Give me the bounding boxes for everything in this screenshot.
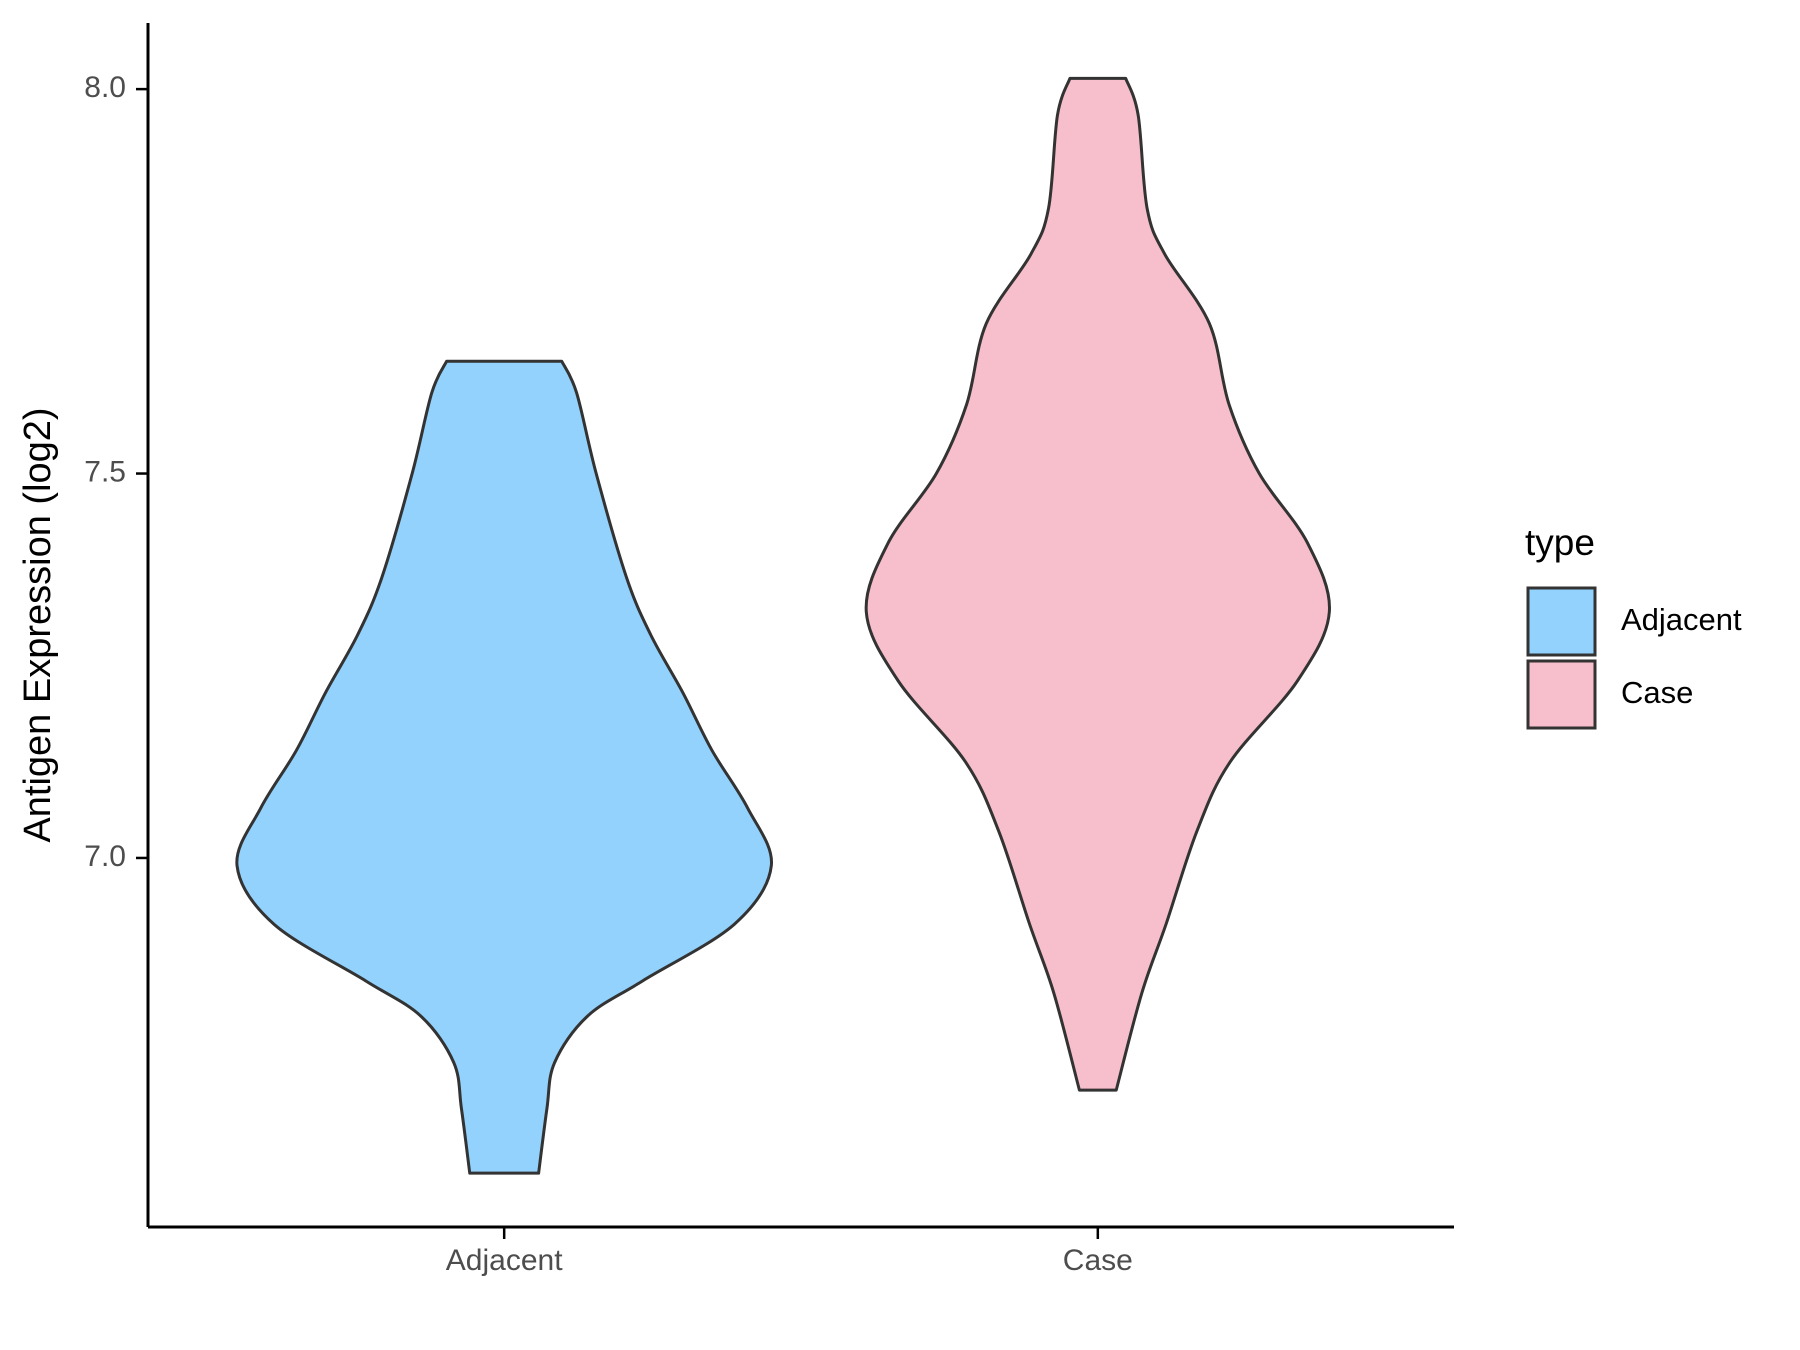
legend-label: Case <box>1621 675 1693 710</box>
legend-key <box>1526 659 1597 730</box>
y-tick-label: 7.0 <box>84 840 126 873</box>
legend-key <box>1526 586 1597 657</box>
y-tick-label: 7.5 <box>84 455 126 488</box>
violin <box>235 359 773 1175</box>
legend-title: type <box>1525 522 1595 563</box>
x-tick-label: Adjacent <box>446 1244 563 1277</box>
violin <box>864 76 1331 1092</box>
y-axis-title: Antigen Expression (log2) <box>17 407 59 842</box>
y-tick-label: 8.0 <box>84 71 126 104</box>
legend-label: Adjacent <box>1621 602 1742 637</box>
x-tick-label: Case <box>1063 1244 1133 1277</box>
